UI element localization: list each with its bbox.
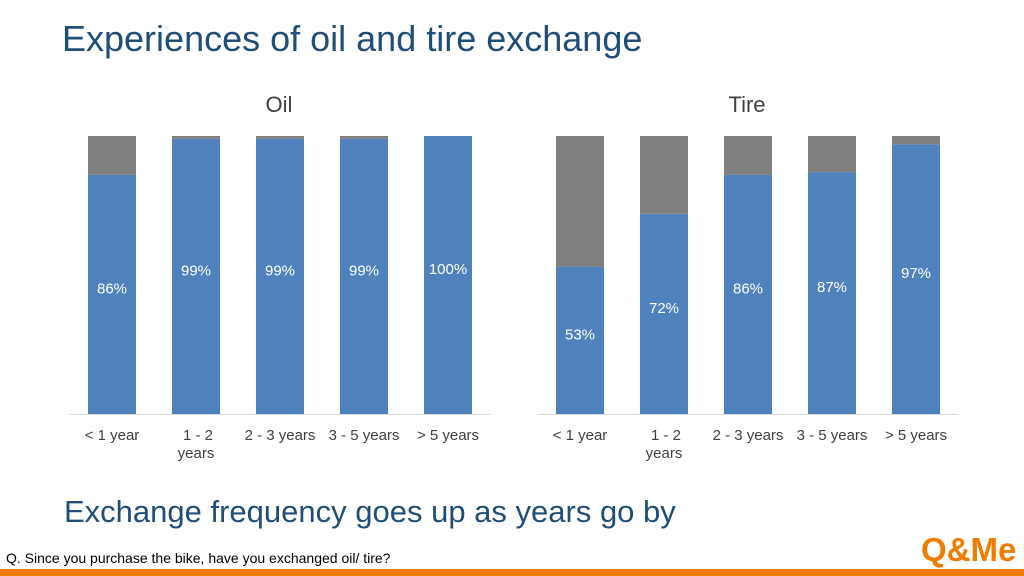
oil-bar-not-exchanged-1-2-years	[172, 136, 220, 139]
oil-chart: Oil 86% < 1 year 99% 1 - 2 years 99% 2 - 3 year…	[70, 84, 490, 484]
oil-bar-not-exchanged-1-year	[88, 136, 136, 175]
conclusion-text: Exchange frequency goes up as years go b…	[64, 494, 676, 529]
tire-data-label-2-3-years: 86%	[733, 280, 763, 297]
tire-data-label-3-5-years: 87%	[817, 279, 847, 296]
oil-tick-label-3-5-years: 3 - 5 years	[329, 427, 400, 444]
tire-bar-not-exchanged-5-years	[892, 136, 940, 145]
tire-tick-label-1-year: < 1 year	[553, 427, 608, 444]
tire-bar-exchanged-1-2-years	[640, 213, 688, 414]
oil-tick-label-2-3-years: 2 - 3 years	[245, 427, 316, 444]
tire-chart: Tire 53% < 1 year 72% 1 - 2 years 86% 2 - 3 yea…	[538, 84, 958, 484]
tire-data-label-5-years: 97%	[901, 265, 931, 282]
oil-chart-title: Oil	[266, 92, 293, 117]
tire-chart-title: Tire	[728, 92, 765, 117]
logo-text: Q&Me	[921, 531, 1016, 568]
tire-bar-not-exchanged-1-2-years	[640, 136, 688, 214]
tire-svg: Tire 53% < 1 year 72% 1 - 2 years 86% 2 - 3 yea…	[538, 92, 958, 462]
survey-question: Q. Since you purchase the bike, have you…	[6, 550, 391, 566]
oil-bar-exchanged-5-years	[424, 136, 472, 414]
tire-data-label-1-2-years: 72%	[649, 300, 679, 317]
oil-bar-exchanged-1-year	[88, 174, 136, 414]
tire-bar-exchanged-1-year	[556, 266, 604, 414]
oil-data-label-5-years: 100%	[429, 261, 467, 278]
tire-bar-not-exchanged-3-5-years	[808, 136, 856, 173]
oil-data-label-2-3-years: 99%	[265, 262, 295, 279]
tire-bar-exchanged-5-years	[892, 144, 940, 414]
tire-tick-label-3-5-years: 3 - 5 years	[797, 427, 868, 444]
oil-tick-label-1-2-years: 1 - 2 years	[178, 427, 215, 462]
oil-data-label-1-year: 86%	[97, 280, 127, 297]
tire-tick-label-5-years: > 5 years	[885, 427, 947, 444]
oil-bar-exchanged-1-2-years	[172, 138, 220, 414]
oil-bar-not-exchanged-3-5-years	[340, 136, 388, 139]
oil-bar-exchanged-2-3-years	[256, 138, 304, 414]
tire-data-label-1-year: 53%	[565, 326, 595, 343]
oil-data-label-1-2-years: 99%	[181, 262, 211, 279]
slide-title: Experiences of oil and tire exchange	[62, 18, 643, 59]
qme-logo: Q&Me	[921, 531, 1016, 568]
oil-tick-label-5-years: > 5 years	[417, 427, 479, 444]
oil-bar-not-exchanged-2-3-years	[256, 136, 304, 139]
tire-bar-exchanged-3-5-years	[808, 172, 856, 414]
tire-tick-label-1-2-years: 1 - 2 years	[646, 427, 683, 462]
oil-tick-label-1-year: < 1 year	[85, 427, 140, 444]
oil-data-label-3-5-years: 99%	[349, 262, 379, 279]
oil-bar-exchanged-3-5-years	[340, 138, 388, 414]
tire-tick-label-2-3-years: 2 - 3 years	[713, 427, 784, 444]
tire-bar-not-exchanged-2-3-years	[724, 136, 772, 175]
bottom-accent-bar	[0, 569, 1024, 576]
tire-bar-not-exchanged-1-year	[556, 136, 604, 267]
oil-svg: Oil 86% < 1 year 99% 1 - 2 years 99% 2 - 3 year…	[70, 92, 490, 462]
tire-bar-exchanged-2-3-years	[724, 174, 772, 414]
